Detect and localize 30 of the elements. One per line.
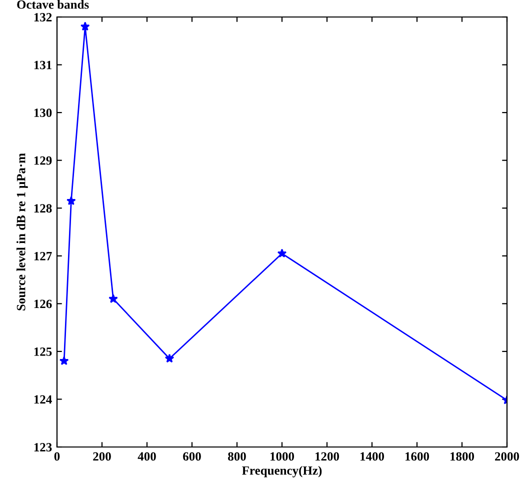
x-tick-label: 200: [93, 452, 111, 461]
point: [59, 356, 69, 366]
x-tick-label: 600: [183, 452, 201, 461]
y-axis-title: Source level in dB re 1 μPa·m: [16, 153, 28, 310]
x-tick-label: 1400: [360, 452, 384, 461]
y-tick-label: 132: [34, 13, 52, 22]
x-tick-label: 2000: [495, 452, 520, 461]
x-tick-label: 1200: [316, 452, 340, 461]
y-tick-label: 123: [34, 443, 52, 452]
y-tick-label: 129: [34, 156, 52, 165]
y-tick-label: 124: [34, 395, 52, 404]
y-tick-label: 125: [34, 348, 52, 356]
y-tick-label: 130: [34, 108, 52, 118]
x-tick-label: 1600: [406, 452, 430, 461]
x-tick-label: 400: [138, 452, 156, 461]
point: [66, 196, 76, 206]
y-tick-label: 128: [34, 204, 52, 213]
y-tick-label: 127: [34, 252, 52, 260]
x-tick-label: 1800: [450, 452, 474, 461]
y-tick-label: 131: [34, 60, 52, 70]
point: [80, 22, 90, 31]
x-tick-label: 800: [228, 452, 246, 461]
point: [277, 248, 287, 258]
x-tick-label: 1000: [270, 452, 294, 461]
x-axis-title: Frequency(Hz): [242, 466, 322, 478]
chart-title: Octave bands: [17, 0, 89, 9]
y-tick-label: 126: [34, 300, 52, 308]
point: [108, 294, 118, 303]
point: [164, 354, 174, 363]
x-tick-label: 0: [54, 452, 60, 461]
